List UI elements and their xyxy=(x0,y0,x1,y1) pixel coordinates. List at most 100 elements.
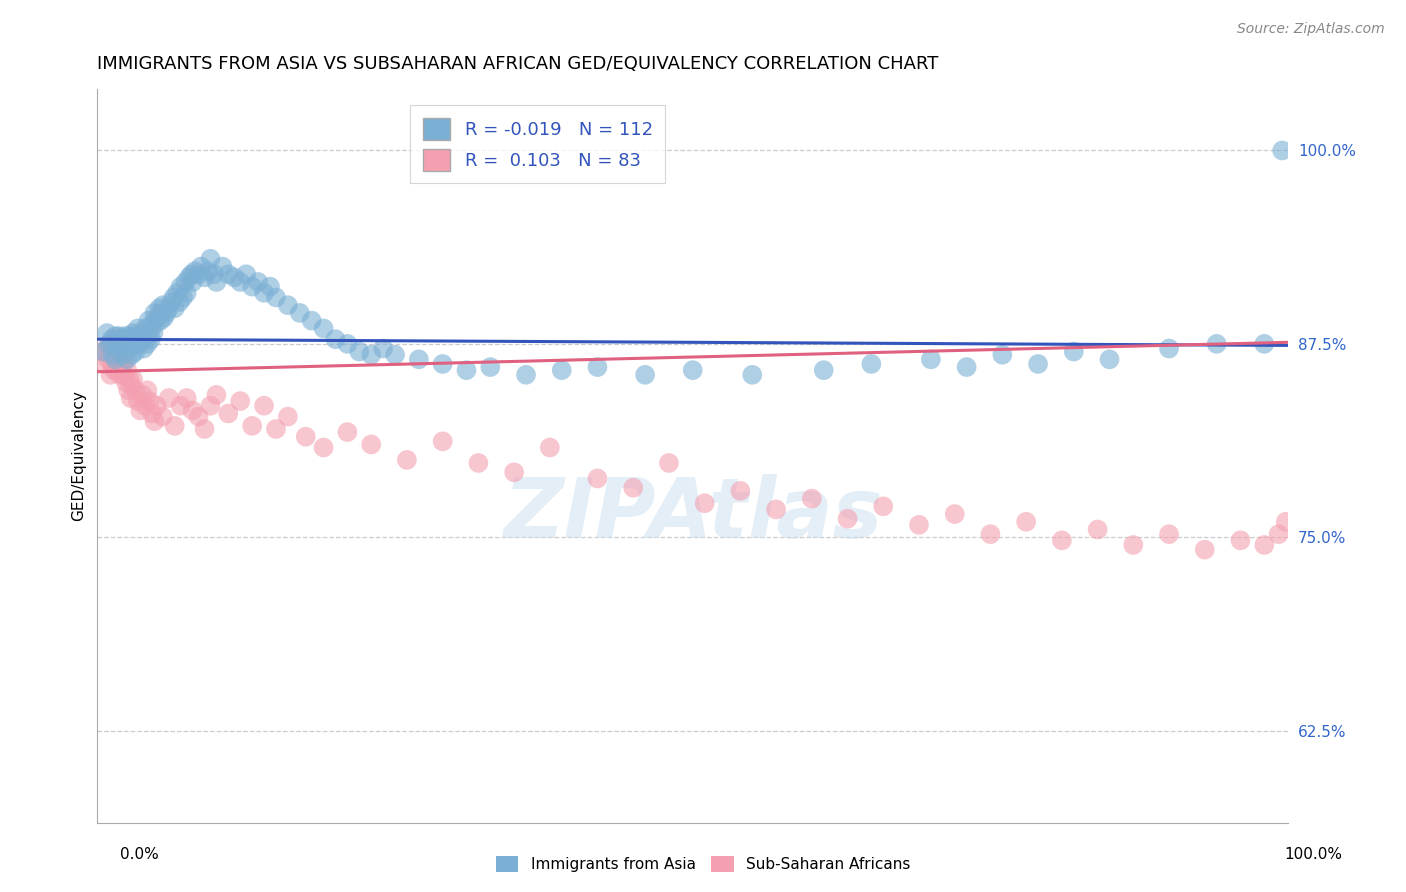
Point xyxy=(1087,523,1109,537)
Point xyxy=(108,368,131,382)
Point xyxy=(152,409,174,424)
Point xyxy=(121,378,143,392)
Point xyxy=(114,352,136,367)
Point xyxy=(1253,336,1275,351)
Point xyxy=(177,270,200,285)
Point xyxy=(93,357,115,371)
Point xyxy=(1229,533,1251,548)
Point xyxy=(146,310,169,325)
Point xyxy=(139,394,162,409)
Point xyxy=(124,344,146,359)
Point xyxy=(360,348,382,362)
Point xyxy=(120,391,142,405)
Point xyxy=(277,409,299,424)
Point xyxy=(1157,527,1180,541)
Point xyxy=(190,260,212,274)
Point xyxy=(538,441,561,455)
Point xyxy=(136,336,159,351)
Point xyxy=(467,456,489,470)
Point xyxy=(132,342,155,356)
Point xyxy=(122,332,145,346)
Point xyxy=(115,352,138,367)
Point xyxy=(1050,533,1073,548)
Point xyxy=(170,399,193,413)
Point xyxy=(1122,538,1144,552)
Point xyxy=(160,295,183,310)
Point xyxy=(138,313,160,327)
Point xyxy=(136,384,159,398)
Point xyxy=(325,332,347,346)
Point xyxy=(131,326,153,340)
Point xyxy=(240,418,263,433)
Point xyxy=(146,399,169,413)
Point xyxy=(456,363,478,377)
Point xyxy=(247,275,270,289)
Point xyxy=(187,409,209,424)
Legend: R = -0.019   N = 112, R =  0.103   N = 83: R = -0.019 N = 112, R = 0.103 N = 83 xyxy=(411,105,665,184)
Point xyxy=(202,267,225,281)
Point xyxy=(205,275,228,289)
Point xyxy=(586,471,609,485)
Point xyxy=(176,391,198,405)
Point xyxy=(122,336,145,351)
Point xyxy=(143,306,166,320)
Point xyxy=(288,306,311,320)
Point xyxy=(395,453,418,467)
Point xyxy=(135,329,157,343)
Point xyxy=(118,372,141,386)
Point xyxy=(115,332,138,346)
Point xyxy=(153,310,176,325)
Point xyxy=(98,336,121,351)
Point xyxy=(91,344,114,359)
Point xyxy=(139,332,162,346)
Point xyxy=(205,388,228,402)
Point xyxy=(170,279,193,293)
Point xyxy=(169,295,191,310)
Point xyxy=(224,270,246,285)
Point xyxy=(658,456,681,470)
Point xyxy=(174,275,197,289)
Point xyxy=(294,430,316,444)
Point xyxy=(129,403,152,417)
Point xyxy=(479,360,502,375)
Point xyxy=(96,342,118,356)
Point xyxy=(128,329,150,343)
Point xyxy=(730,483,752,498)
Point xyxy=(253,285,276,300)
Point xyxy=(908,517,931,532)
Point xyxy=(634,368,657,382)
Point xyxy=(872,500,894,514)
Point xyxy=(1205,336,1227,351)
Point xyxy=(1274,515,1296,529)
Point xyxy=(432,434,454,449)
Point xyxy=(104,329,127,343)
Point xyxy=(114,329,136,343)
Point xyxy=(229,394,252,409)
Point xyxy=(107,329,129,343)
Point xyxy=(349,344,371,359)
Point xyxy=(360,437,382,451)
Point xyxy=(157,301,180,316)
Point xyxy=(741,368,763,382)
Point xyxy=(101,344,124,359)
Point xyxy=(1271,144,1294,158)
Point xyxy=(503,465,526,479)
Point xyxy=(813,363,835,377)
Point xyxy=(180,267,202,281)
Point xyxy=(312,321,335,335)
Text: Source: ZipAtlas.com: Source: ZipAtlas.com xyxy=(1237,22,1385,37)
Point xyxy=(200,252,222,266)
Point xyxy=(127,394,149,409)
Point xyxy=(860,357,883,371)
Text: ZIPAtlas: ZIPAtlas xyxy=(503,475,883,556)
Point xyxy=(384,348,406,362)
Point xyxy=(336,336,359,351)
Point xyxy=(157,391,180,405)
Point xyxy=(586,360,609,375)
Point xyxy=(104,352,127,367)
Point xyxy=(131,332,153,346)
Point xyxy=(264,422,287,436)
Point xyxy=(104,352,127,367)
Point xyxy=(264,290,287,304)
Point xyxy=(682,363,704,377)
